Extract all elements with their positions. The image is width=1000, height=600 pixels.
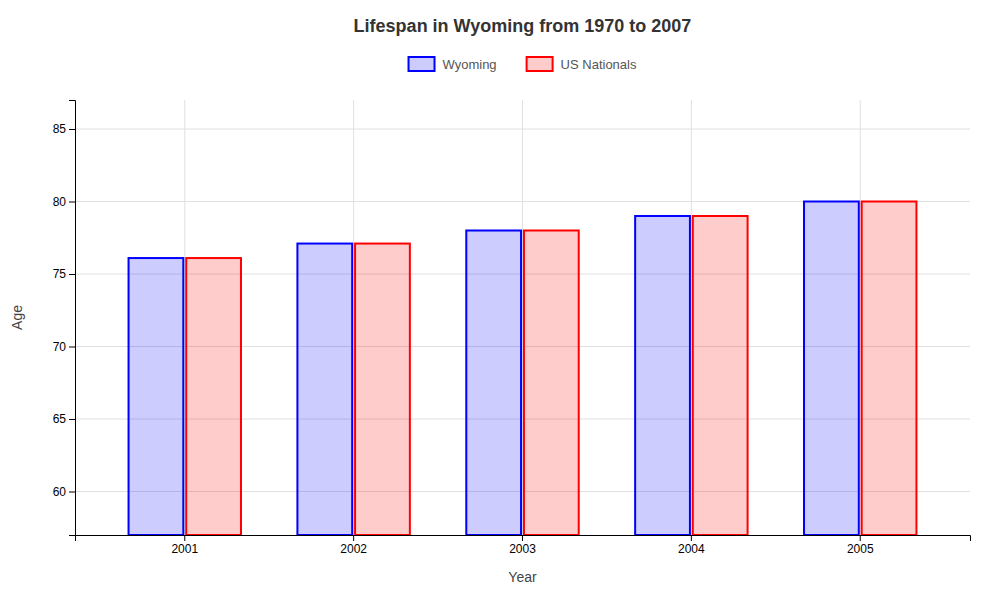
- tick-mark: [69, 202, 75, 203]
- tick-label: 75: [53, 267, 67, 281]
- tick: 2001: [171, 535, 198, 556]
- bar: [466, 231, 521, 536]
- bar: [804, 202, 859, 536]
- legend-label: US Nationals: [561, 57, 637, 72]
- plot: 2001 2002 2003 2004 2005 60 65 70 75 80 85: [53, 100, 971, 556]
- legend-item: Wyoming: [409, 57, 497, 72]
- tick-mark: [69, 492, 75, 493]
- bar: [129, 258, 184, 535]
- tick-mark: [69, 129, 75, 130]
- bar: [524, 231, 579, 536]
- tick: 65: [53, 412, 75, 426]
- bar: [693, 216, 748, 535]
- y-axis-title: Age: [9, 305, 25, 330]
- legend-swatch: [409, 57, 435, 71]
- tick: 2002: [340, 535, 367, 556]
- legend-label: Wyoming: [443, 57, 497, 72]
- tick-mark: [69, 274, 75, 275]
- bar: [862, 202, 917, 536]
- axis-line: [69, 101, 76, 536]
- tick-label: 2003: [509, 542, 536, 556]
- x-axis-title: Year: [508, 569, 537, 585]
- tick-label: 2004: [678, 542, 705, 556]
- grid-line: [184, 100, 185, 535]
- series: [186, 202, 916, 536]
- tick-mark: [353, 535, 354, 541]
- grid-line: [522, 100, 523, 535]
- tick-label: 2002: [340, 542, 367, 556]
- tick: 85: [53, 122, 75, 136]
- bar: [635, 216, 690, 535]
- tick: 60: [53, 485, 75, 499]
- bar: [297, 244, 352, 535]
- tick: 70: [53, 340, 75, 354]
- tick: 2003: [509, 535, 536, 556]
- bar: [355, 244, 410, 535]
- bar: [186, 258, 241, 535]
- tick-mark: [522, 535, 523, 541]
- legend: Wyoming US Nationals: [409, 57, 637, 72]
- tick-mark: [860, 535, 861, 541]
- tick-mark: [69, 347, 75, 348]
- tick-label: 80: [53, 195, 67, 209]
- title: Lifespan in Wyoming from 1970 to 2007: [354, 16, 692, 36]
- grid-line: [353, 100, 354, 535]
- grid-line: [860, 100, 861, 535]
- axis-line: [76, 536, 971, 542]
- x-axis: 2001 2002 2003 2004 2005: [76, 535, 971, 556]
- tick-label: 85: [53, 122, 67, 136]
- tick: 75: [53, 267, 75, 281]
- legend-item: US Nationals: [527, 57, 637, 72]
- legend-swatch: [527, 57, 553, 71]
- tick-mark: [184, 535, 185, 541]
- tick: 2005: [847, 535, 874, 556]
- tick: 2004: [678, 535, 705, 556]
- tick-mark: [69, 419, 75, 420]
- tick-label: 2005: [847, 542, 874, 556]
- tick: 80: [53, 195, 75, 209]
- tick-label: 2001: [171, 542, 198, 556]
- chart: 2001 2002 2003 2004 2005 60 65 70 75 80 85 Year Age L…: [0, 0, 1000, 600]
- tick-label: 60: [53, 485, 67, 499]
- series: [129, 202, 859, 536]
- grid-line: [691, 100, 692, 535]
- tick-label: 70: [53, 340, 67, 354]
- tick-mark: [691, 535, 692, 541]
- bars: [129, 202, 917, 536]
- grid: [75, 100, 970, 535]
- tick-label: 65: [53, 412, 67, 426]
- y-axis: 60 65 70 75 80 85: [53, 101, 76, 536]
